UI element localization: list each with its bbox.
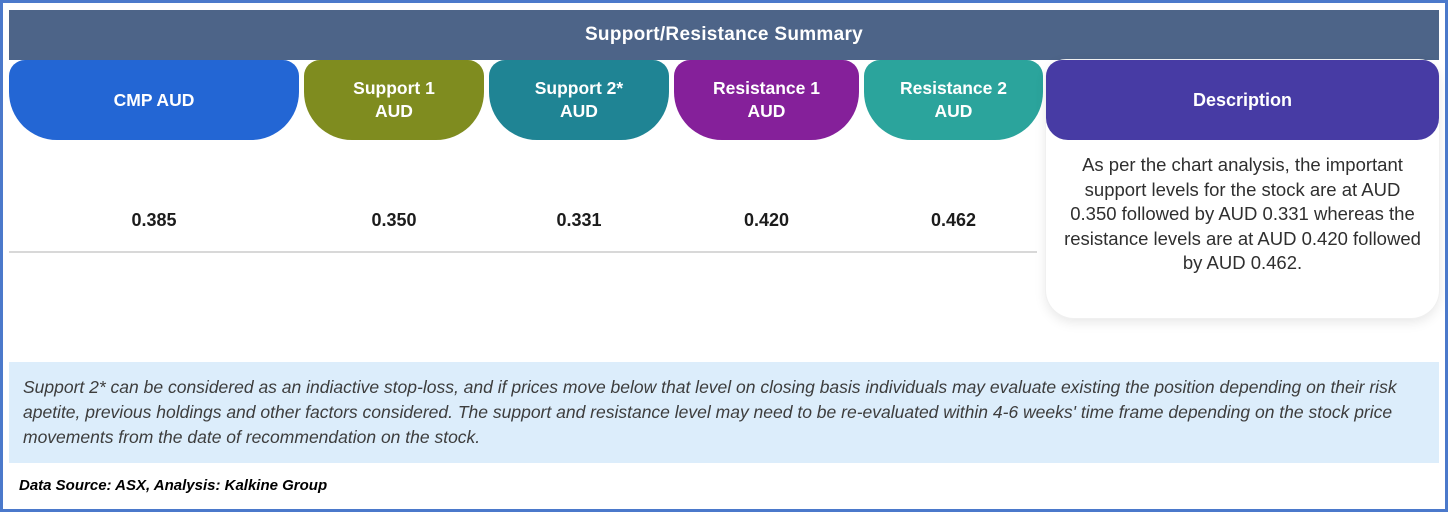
values-row: 0.385 0.350 0.331 0.420 0.462 xyxy=(9,160,1041,280)
column-header-cmp-aud: CMP AUD xyxy=(9,60,299,140)
column-header-label: CMP AUD xyxy=(113,89,195,110)
column-header-label: Resistance 1 xyxy=(712,78,820,99)
table-title-bar: Support/Resistance Summary xyxy=(9,10,1439,60)
description-text: As per the chart analysis, the important… xyxy=(1064,154,1421,274)
value-cmp-aud: 0.385 xyxy=(131,209,177,230)
data-source-note: Data Source: ASX, Analysis: Kalkine Grou… xyxy=(19,477,328,495)
row-separator-line xyxy=(9,251,1037,253)
column-header-description: Description xyxy=(1046,60,1439,140)
column-header-label: Support 2* xyxy=(534,78,624,99)
column-header-sublabel: AUD xyxy=(560,101,598,121)
column-header-label: Description xyxy=(1192,89,1293,110)
table-body: CMP AUD Support 1 AUD Support 2* AUD Resis… xyxy=(9,60,1439,362)
column-header-resistance-2: Resistance 2 AUD xyxy=(864,60,1043,140)
table-title: Support/Resistance Summary xyxy=(584,24,864,45)
column-headers-row: CMP AUD Support 1 AUD Support 2* AUD Resis… xyxy=(9,60,1043,140)
column-header-resistance-1: Resistance 1 AUD xyxy=(674,60,859,140)
column-header-sublabel: AUD xyxy=(747,101,786,121)
column-header-label: Resistance 2 xyxy=(899,78,1007,99)
value-support-1: 0.350 xyxy=(371,209,417,230)
column-header-sublabel: AUD xyxy=(375,101,413,121)
value-resistance-2: 0.462 xyxy=(930,209,977,230)
column-header-label: Support 1 xyxy=(353,78,435,99)
value-resistance-1: 0.420 xyxy=(743,209,790,230)
value-support-2: 0.331 xyxy=(556,209,602,230)
column-header-sublabel: AUD xyxy=(934,101,973,121)
column-header-support-2: Support 2* AUD xyxy=(489,60,669,140)
description-card: Description As per the chart analysis, t… xyxy=(1046,60,1439,318)
column-header-support-1: Support 1 AUD xyxy=(304,60,484,140)
disclaimer-note: Support 2* can be considered as an india… xyxy=(9,362,1439,464)
